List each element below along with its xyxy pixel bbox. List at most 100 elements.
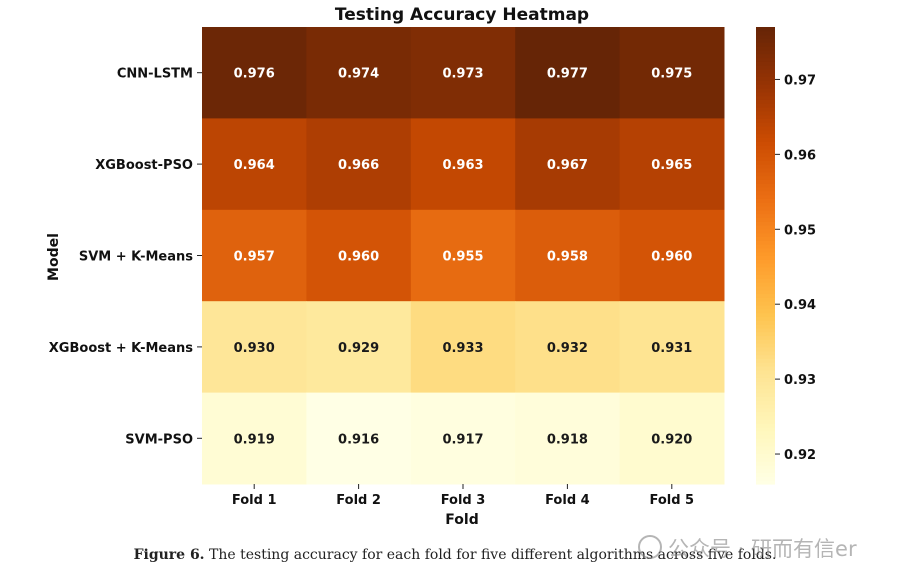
colorbar-segment — [756, 209, 775, 215]
x-axis-ticks: Fold 1 Fold 2 Fold 3 Fold 4 Fold 5 — [232, 484, 694, 508]
heatmap-cell — [619, 209, 725, 302]
x-tick-label: Fold 5 — [649, 493, 694, 508]
cell-value-label: 0.966 — [338, 158, 379, 173]
colorbar-segment — [756, 415, 775, 420]
colorbar-segment — [756, 46, 775, 51]
y-tick-label: SVM-PSO — [125, 432, 193, 447]
heatmap-cell — [202, 209, 307, 302]
colorbar-segment — [756, 202, 775, 207]
cell-value-label: 0.965 — [651, 158, 692, 173]
colorbar-segment — [756, 285, 775, 291]
colorbar-segment — [756, 426, 775, 432]
chart-title: Testing Accuracy Heatmap — [335, 5, 589, 25]
colorbar-segment — [756, 438, 775, 443]
colorbar-segment — [756, 217, 775, 222]
colorbar-segment — [756, 76, 775, 81]
colorbar-segment — [756, 346, 775, 352]
colorbar-segment — [756, 297, 775, 302]
colorbar-segment — [756, 205, 775, 211]
colorbar-tick-label: 0.93 — [784, 373, 816, 388]
colorbar-segment — [756, 472, 775, 477]
colorbar-segment — [756, 126, 775, 131]
colorbar-segment — [756, 251, 775, 257]
cell-value-label: 0.963 — [442, 158, 483, 173]
colorbar-segment — [756, 453, 775, 458]
wechat-icon — [638, 535, 662, 559]
colorbar-segment — [756, 377, 775, 382]
colorbar-segment — [756, 57, 775, 62]
colorbar-segment — [756, 167, 775, 173]
colorbar-segment — [756, 42, 775, 47]
cell-value-label: 0.930 — [234, 341, 275, 356]
cell-value-label: 0.976 — [234, 67, 275, 82]
heatmap-cell — [515, 301, 621, 394]
caption-text: The testing accuracy for each fold for f… — [204, 547, 777, 563]
colorbar-tick-label: 0.92 — [784, 448, 816, 463]
colorbar-tick-label: 0.94 — [784, 298, 816, 313]
colorbar-segment — [756, 198, 775, 203]
colorbar-segment — [756, 358, 775, 363]
colorbar-segment — [756, 213, 775, 219]
colorbar-segment — [756, 381, 775, 386]
colorbar-segment — [756, 247, 775, 253]
colorbar-segment — [756, 186, 775, 192]
colorbar-segment — [756, 266, 775, 272]
colorbar-segment — [756, 354, 775, 359]
watermark: 公众号 · 研而有信er — [638, 533, 857, 563]
colorbar-segment — [756, 423, 775, 428]
heatmap-cell — [515, 27, 621, 119]
cell-value-label: 0.960 — [338, 250, 379, 265]
cell-value-label: 0.960 — [651, 250, 692, 265]
colorbar-segment — [756, 419, 775, 424]
colorbar-segment — [756, 369, 775, 375]
heatmap-cell — [619, 27, 725, 119]
heatmap-cell — [202, 392, 307, 485]
cell-value-label: 0.957 — [234, 250, 275, 265]
y-tick-label: XGBoost-PSO — [95, 158, 193, 173]
colorbar-segment — [756, 445, 775, 451]
colorbar-segment — [756, 320, 775, 325]
colorbar-segment — [756, 179, 775, 184]
colorbar-segment — [756, 183, 775, 188]
colorbar-segment — [756, 335, 775, 340]
colorbar-segment — [756, 293, 775, 298]
colorbar-segment — [756, 236, 775, 241]
colorbar-segment — [756, 141, 775, 146]
heatmap-cell — [202, 27, 307, 119]
x-tick-label: Fold 4 — [545, 493, 590, 508]
colorbar-segment — [756, 365, 775, 371]
colorbar-segment — [756, 30, 775, 36]
cell-value-label: 0.929 — [338, 341, 379, 356]
heatmap-cell — [410, 209, 516, 302]
colorbar-segment — [756, 110, 775, 116]
colorbar-segment — [756, 430, 775, 436]
colorbar-segment — [756, 350, 775, 356]
colorbar-segment — [756, 194, 775, 199]
heatmap-cell — [306, 118, 412, 211]
colorbar-segment — [756, 305, 775, 310]
heatmap-cell — [619, 301, 725, 394]
colorbar-segment — [756, 221, 775, 226]
colorbar-segment — [756, 106, 775, 112]
colorbar-segment — [756, 255, 775, 260]
colorbar-segment — [756, 282, 775, 287]
cell-value-label: 0.977 — [547, 67, 588, 82]
colorbar-segment — [756, 87, 775, 93]
colorbar-segment — [756, 49, 775, 55]
x-tick-label: Fold 1 — [232, 493, 277, 508]
colorbar-segment — [756, 156, 775, 161]
cell-value-label: 0.974 — [338, 67, 379, 82]
colorbar-segment — [756, 270, 775, 276]
heatmap-cell — [202, 301, 307, 394]
cell-value-label: 0.920 — [651, 432, 692, 447]
heatmap-cell — [619, 118, 725, 211]
colorbar-segment — [756, 308, 775, 314]
colorbar-segment — [756, 400, 775, 405]
x-tick-label: Fold 2 — [336, 493, 381, 508]
colorbar-segment — [756, 164, 775, 169]
y-tick-label: XGBoost + K-Means — [49, 341, 193, 356]
colorbar-segment — [756, 396, 775, 401]
figure-caption: Figure 6. The testing accuracy for each … — [0, 547, 910, 563]
x-tick-label: Fold 3 — [441, 493, 486, 508]
